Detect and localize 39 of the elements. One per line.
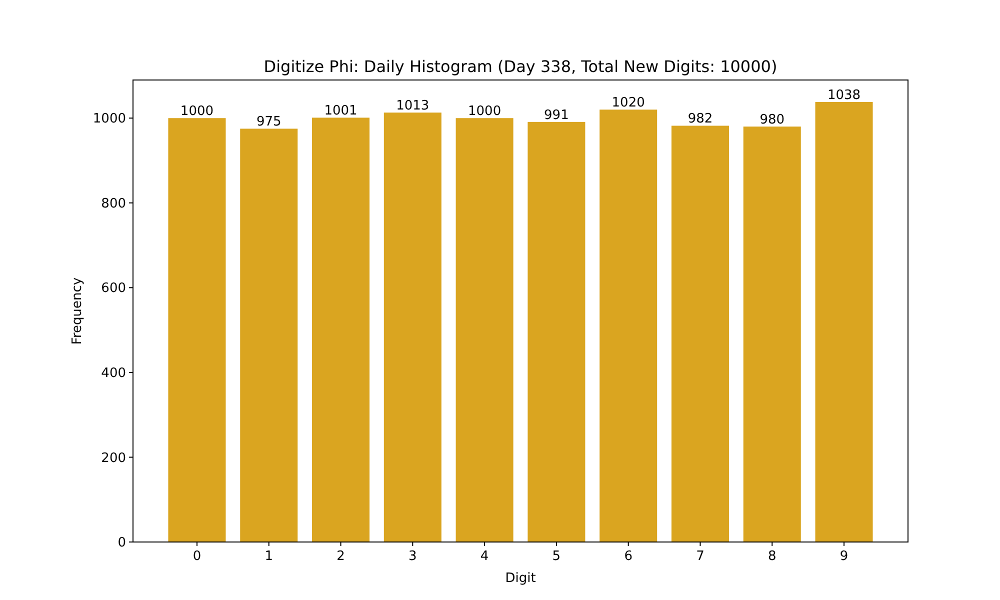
bar bbox=[168, 118, 226, 542]
y-tick-label: 400 bbox=[101, 366, 126, 381]
x-tick-label: 4 bbox=[480, 549, 489, 564]
x-tick-label: 2 bbox=[336, 549, 345, 564]
y-axis-title: Frequency bbox=[70, 277, 85, 345]
bar bbox=[312, 118, 370, 542]
bar bbox=[743, 126, 801, 542]
bar bbox=[240, 128, 298, 542]
chart-title: Digitize Phi: Daily Histogram (Day 338, Total New Digits: 10000) bbox=[264, 57, 778, 76]
data-label: 1013 bbox=[396, 98, 430, 114]
bar bbox=[815, 102, 873, 542]
y-tick-label: 200 bbox=[101, 450, 126, 466]
bar bbox=[600, 110, 658, 542]
y-tick-label: 0 bbox=[118, 536, 126, 551]
data-label: 975 bbox=[256, 114, 282, 130]
data-label: 980 bbox=[760, 112, 785, 128]
bar bbox=[456, 118, 514, 542]
x-tick-label: 5 bbox=[552, 549, 561, 564]
x-tick-label: 9 bbox=[840, 549, 848, 564]
data-label: 991 bbox=[544, 108, 569, 123]
x-tick-label: 7 bbox=[696, 549, 704, 564]
x-tick-label: 8 bbox=[768, 549, 776, 564]
y-tick-label: 800 bbox=[101, 196, 126, 212]
data-label: 1000 bbox=[468, 104, 502, 120]
data-label: 1000 bbox=[180, 104, 214, 120]
bar bbox=[384, 112, 442, 542]
x-tick-label: 1 bbox=[264, 549, 274, 564]
y-tick-label: 600 bbox=[101, 281, 126, 296]
data-label: 1001 bbox=[324, 104, 358, 119]
data-label: 982 bbox=[688, 112, 713, 127]
data-label: 1038 bbox=[827, 88, 861, 103]
bar bbox=[671, 126, 729, 542]
x-tick-label: 6 bbox=[624, 549, 632, 564]
x-tick-label: 0 bbox=[192, 549, 202, 564]
bar bbox=[528, 122, 586, 542]
x-axis-title: Digit bbox=[505, 571, 536, 586]
y-tick-label: 1000 bbox=[92, 112, 126, 127]
x-tick-label: 3 bbox=[408, 549, 417, 564]
data-label: 1020 bbox=[612, 96, 645, 111]
